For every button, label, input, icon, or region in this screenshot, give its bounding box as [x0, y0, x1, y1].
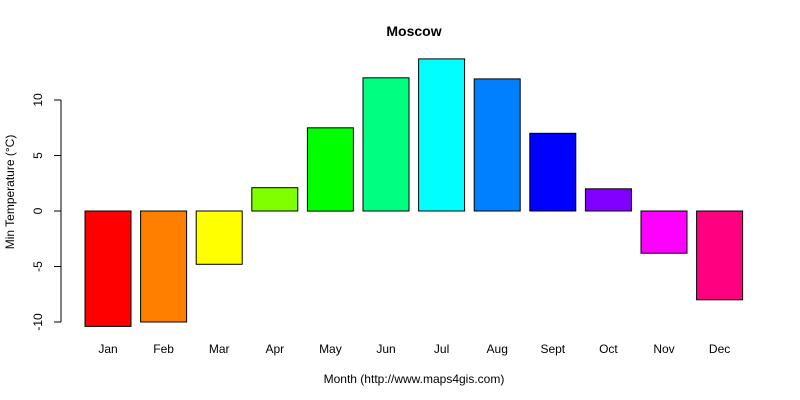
- bar-feb: [140, 210, 188, 323]
- x-tick-label: Dec: [709, 342, 730, 356]
- bar-sept: [529, 132, 577, 212]
- bar-mar: [195, 210, 243, 265]
- x-tick-label: Jan: [98, 342, 117, 356]
- x-tick-label: Feb: [153, 342, 174, 356]
- y-tick-label: 5: [31, 152, 45, 159]
- x-tick-label: Mar: [209, 342, 230, 356]
- bar-dec: [696, 210, 744, 301]
- x-tick-label: Sept: [540, 342, 565, 356]
- x-tick-label: May: [319, 342, 342, 356]
- x-tick-label: Apr: [265, 342, 284, 356]
- bar-may: [306, 127, 354, 212]
- bar-jun: [362, 77, 410, 212]
- y-axis-label: Min Temperature (°C): [3, 135, 17, 250]
- bar-oct: [584, 188, 632, 212]
- y-tick-label: -5: [31, 261, 45, 272]
- y-tick-label: 10: [31, 93, 45, 107]
- y-tick-label: 0: [31, 207, 45, 214]
- x-tick-label: Aug: [487, 342, 508, 356]
- bar-jan: [84, 210, 132, 327]
- x-tick-labels: Jan Feb Mar Apr May Jun Jul Aug Sept Oct Nov Dec: [98, 342, 730, 356]
- chart-title: Moscow: [386, 23, 441, 39]
- x-tick-label: Jun: [376, 342, 395, 356]
- x-tick-label: Jul: [434, 342, 449, 356]
- x-axis-label: Month (http://www.maps4gis.com): [324, 372, 505, 386]
- x-tick-label: Oct: [599, 342, 618, 356]
- bar-aug: [473, 78, 521, 212]
- y-axis: -10 -5 0 5 10: [31, 93, 62, 331]
- x-tick-label: Nov: [653, 342, 674, 356]
- y-tick-label: -10: [31, 313, 45, 331]
- bar-jul: [418, 58, 466, 212]
- bars: [84, 58, 744, 327]
- bar-nov: [640, 210, 688, 254]
- bar-apr: [251, 187, 299, 212]
